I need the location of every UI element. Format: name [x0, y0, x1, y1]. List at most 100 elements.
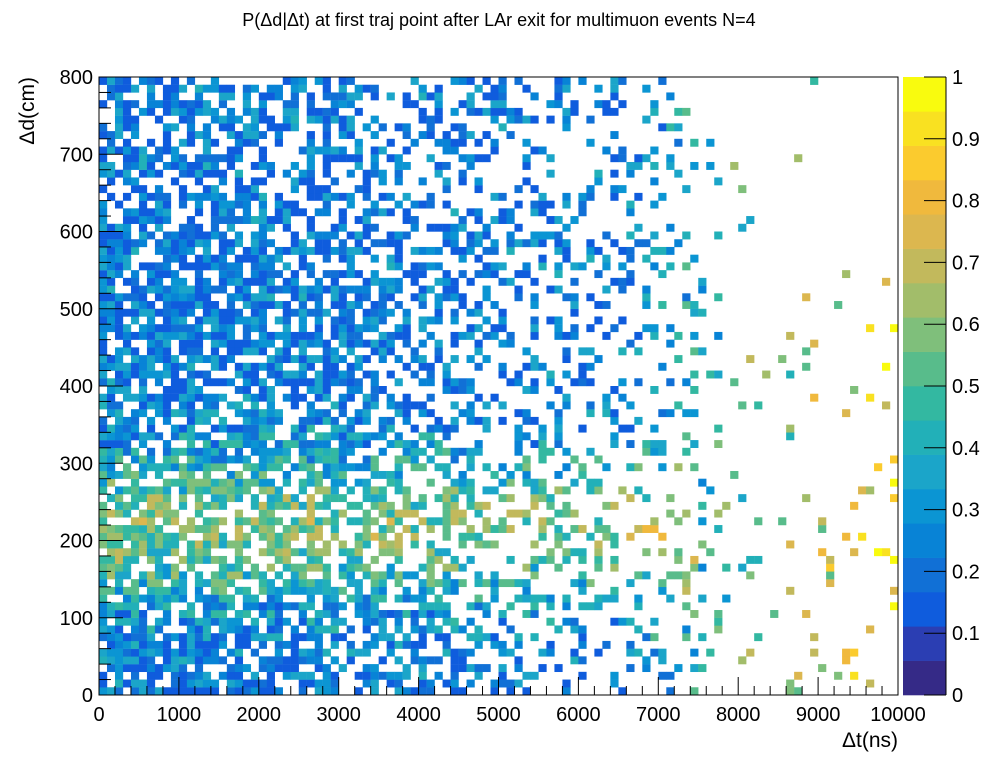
heatmap-bin: [250, 447, 259, 456]
heatmap-bin: [474, 177, 483, 186]
heatmap-bin: [218, 532, 228, 541]
heatmap-bin: [194, 671, 204, 680]
heatmap-bin: [242, 664, 252, 673]
heatmap-bin: [410, 355, 419, 364]
heatmap-bin: [234, 231, 244, 240]
heatmap-bin: [314, 486, 323, 495]
heatmap-bin: [226, 571, 236, 580]
heatmap-bin: [394, 378, 403, 387]
heatmap-bin: [346, 339, 355, 348]
heatmap-bin: [594, 594, 603, 603]
heatmap-bin: [602, 146, 611, 155]
heatmap-bin: [306, 648, 315, 657]
heatmap-bin: [106, 586, 116, 595]
heatmap-bin: [650, 633, 659, 642]
heatmap-bin: [378, 277, 387, 286]
heatmap-bin: [362, 393, 371, 402]
heatmap-bin: [322, 239, 331, 248]
heatmap-bin: [434, 115, 443, 124]
heatmap-bin: [322, 115, 331, 124]
heatmap-bin: [274, 571, 283, 580]
heatmap-bin: [386, 525, 395, 533]
heatmap-bin: [130, 393, 140, 402]
heatmap-bin: [482, 501, 491, 510]
heatmap-bin: [162, 687, 172, 696]
heatmap-bin: [138, 200, 148, 209]
heatmap-bin: [258, 331, 267, 340]
heatmap-bin: [754, 401, 763, 410]
heatmap-bin: [178, 671, 188, 680]
heatmap-bin: [330, 277, 339, 286]
heatmap-bin: [362, 169, 371, 178]
heatmap-bin: [410, 455, 419, 464]
y-tick-label: 600: [60, 222, 93, 244]
heatmap-bin: [218, 517, 228, 526]
heatmap-bin: [690, 254, 699, 263]
heatmap-bin: [394, 571, 403, 580]
heatmap-bin: [186, 308, 196, 317]
y-axis-title: Δd(cm): [16, 77, 39, 145]
heatmap-bin: [154, 208, 164, 217]
heatmap-bin: [114, 123, 124, 132]
heatmap-bin: [330, 154, 339, 163]
heatmap-bin: [482, 231, 491, 240]
heatmap-bin: [146, 540, 156, 549]
heatmap-bin: [178, 378, 188, 387]
heatmap-bin: [418, 355, 427, 364]
heatmap-bin: [178, 617, 188, 626]
heatmap-bin: [186, 525, 196, 533]
heatmap-bin: [562, 463, 571, 472]
heatmap-bin: [218, 285, 228, 294]
heatmap-bin: [546, 370, 555, 379]
heatmap-bin: [266, 563, 275, 572]
heatmap-bin: [338, 571, 347, 580]
heatmap-bin: [322, 432, 331, 441]
heatmap-bin: [474, 107, 483, 116]
heatmap-bin: [338, 123, 347, 132]
heatmap-bin: [466, 602, 475, 611]
heatmap-bin: [690, 331, 699, 340]
heatmap-bin: [418, 494, 427, 503]
heatmap-bin: [618, 146, 627, 155]
heatmap-bin: [130, 115, 140, 124]
heatmap-bin: [410, 447, 419, 456]
heatmap-bin: [442, 610, 451, 618]
heatmap-bin: [99, 254, 108, 263]
heatmap-bin: [682, 602, 691, 611]
heatmap-bin: [314, 470, 323, 479]
heatmap-bin: [106, 625, 116, 634]
heatmap-bin: [186, 555, 196, 564]
heatmap-bin: [130, 131, 140, 139]
heatmap-bin: [258, 254, 267, 263]
heatmap-bin: [474, 324, 483, 333]
heatmap-bin: [498, 664, 507, 673]
heatmap-bin: [330, 401, 339, 410]
heatmap-bin: [106, 277, 116, 286]
heatmap-bin: [226, 146, 236, 155]
heatmap-bin: [554, 509, 563, 518]
heatmap-bin: [450, 579, 459, 588]
colorbar-tick-label: 0.8: [952, 191, 980, 213]
heatmap-bin: [522, 138, 531, 147]
heatmap-bin: [218, 339, 228, 348]
heatmap-bin: [242, 386, 252, 394]
heatmap-bin: [146, 656, 156, 665]
heatmap-bin: [114, 146, 124, 155]
heatmap-bin: [698, 540, 707, 549]
heatmap-bin: [330, 285, 339, 294]
heatmap-bin: [242, 463, 252, 472]
heatmap-bin: [666, 92, 675, 101]
heatmap-bin: [202, 138, 212, 147]
heatmap-bin: [370, 154, 379, 163]
heatmap-bin: [338, 602, 347, 611]
heatmap-bin: [274, 617, 283, 626]
heatmap-bin: [714, 525, 723, 533]
heatmap-bin: [258, 131, 267, 139]
heatmap-bin: [282, 339, 291, 348]
heatmap-bin: [226, 432, 236, 441]
heatmap-bin: [546, 216, 555, 224]
heatmap-bin: [866, 486, 875, 495]
heatmap-bin: [314, 579, 323, 588]
heatmap-bin: [146, 192, 156, 201]
heatmap-bin: [130, 517, 140, 526]
